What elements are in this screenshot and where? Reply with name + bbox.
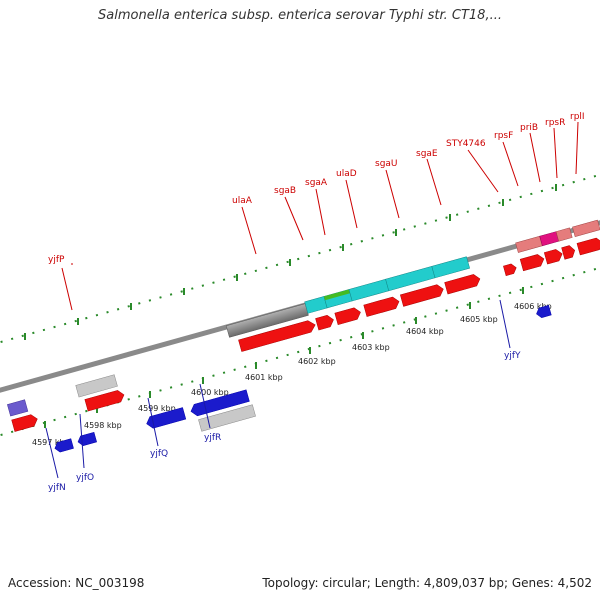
gene-label-sgaB: sgaB (274, 186, 296, 196)
accession-text: Accession: NC_003198 (8, 576, 145, 590)
gene-arrow-red[interactable] (84, 389, 126, 412)
gene-label-yjfY: yjfY (504, 351, 521, 361)
scale-label: 4602 kbp (298, 357, 336, 366)
gene-arrow-blue[interactable] (77, 431, 97, 446)
gene-sgaA-green (323, 289, 351, 301)
gene-arrow-red[interactable] (334, 306, 362, 325)
gene-arrow-red[interactable] (444, 273, 482, 295)
scale-label: 4600 kbp (191, 388, 229, 397)
scale-label: 4604 kbp (406, 327, 444, 336)
gene-label-ulaA: ulaA (232, 196, 253, 206)
scale-label: 4598 kbp (84, 421, 122, 430)
gene-arrow-blue[interactable] (54, 438, 74, 453)
gene-label-yjfN: yjfN (48, 483, 66, 493)
gene-sgaB-bar[interactable] (304, 296, 328, 314)
gene-label-sgaU: sgaU (375, 159, 398, 169)
gene-arrow-red[interactable] (503, 263, 517, 277)
scale-major-ticks (44, 287, 524, 428)
gene-arrow-red[interactable] (363, 296, 401, 317)
gene-rpsF-bar[interactable] (515, 235, 543, 253)
scale-label: 4601 kbp (245, 373, 283, 382)
gene-label-yjfQ: yjfQ (150, 449, 168, 459)
scale-label: 4599 kbp (138, 404, 176, 413)
scale-label: 4605 kbp (460, 315, 498, 324)
genome-summary-text: Topology: circular; Length: 4,809,037 bp… (262, 576, 592, 590)
gene-label-sgaA: sgaA (305, 178, 328, 188)
gene-sgaE-bar[interactable] (431, 256, 471, 279)
page-title: Salmonella enterica subsp. enterica sero… (98, 8, 502, 23)
gene-label-rplI: rplI (570, 112, 585, 122)
gene-purple-fragment[interactable] (7, 399, 29, 417)
gene-label-priB: priB (520, 123, 538, 133)
gene-arrow-red[interactable] (315, 314, 336, 331)
upper-scale-track (0, 173, 600, 344)
gene-arrow-blue[interactable] (145, 407, 187, 430)
gene-rpsR-bar[interactable] (555, 227, 573, 242)
gene-ulaD-bar[interactable] (348, 278, 390, 302)
upper-scale-major-ticks (24, 184, 557, 340)
gene-arrow-red[interactable] (11, 413, 39, 432)
gene-label-yjfR: yjfR (204, 433, 221, 443)
gene-rplI-bar[interactable] (572, 219, 600, 237)
scale-label: 4603 kbp (352, 343, 390, 352)
scale-label: 4606 kbp (514, 302, 552, 311)
gene-label-rpsR: rpsR (545, 118, 565, 128)
gene-arrow-red[interactable] (519, 253, 545, 272)
gene-label-STY4746: STY4746 (446, 139, 486, 149)
gene-arrow-red[interactable] (561, 245, 577, 260)
gene-label-ulaD: ulaD (336, 169, 357, 179)
gene-arrow-red[interactable] (576, 237, 600, 256)
gene-yjfR-bar[interactable] (198, 404, 256, 432)
gene-arrow-red[interactable] (238, 319, 316, 352)
gene-label-yjfP: yjfP (48, 255, 65, 265)
gene-yjfP-bar[interactable] (75, 374, 118, 398)
gene-arrow-red[interactable] (543, 248, 564, 265)
gene-label-sgaE: sgaE (416, 149, 438, 159)
gene-label-yjfO: yjfO (76, 473, 94, 483)
gene-priB-bar[interactable] (539, 231, 560, 247)
gene-arrow-red[interactable] (399, 283, 445, 307)
gene-label-rpsF: rpsF (494, 131, 513, 141)
scale-label: 4597 kbp (32, 438, 70, 447)
gene-arrow-blue[interactable] (535, 305, 552, 318)
